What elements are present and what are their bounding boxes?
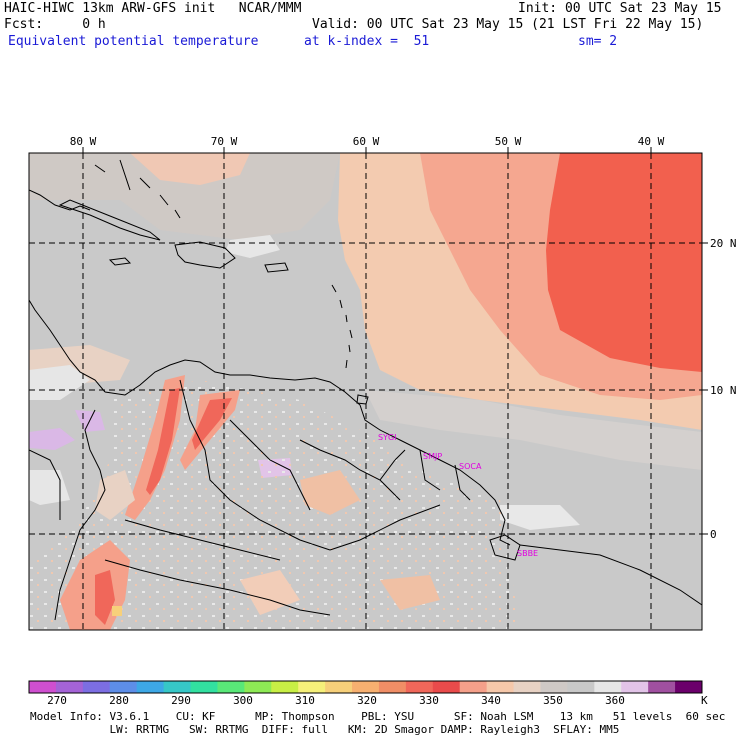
- colorbar-label-310: 310: [295, 694, 315, 707]
- colorbar-swatch: [82, 681, 111, 693]
- colorbar-swatch: [378, 681, 407, 693]
- map-frame: [28, 152, 703, 631]
- colorbar-swatch: [621, 681, 649, 693]
- colorbar-swatch: [55, 681, 84, 693]
- colorbar-swatch: [29, 681, 57, 693]
- colorbar-swatch: [109, 681, 138, 693]
- colorbar-swatch: [244, 681, 272, 693]
- lon-label-60w: 60 W: [353, 135, 380, 148]
- axis-ticks: [82, 147, 708, 535]
- field-name: Equivalent potential temperature: [8, 34, 259, 49]
- forecast-hour: Fcst: 0 h: [4, 17, 106, 32]
- valid-time: Valid: 00 UTC Sat 23 May 15 (21 LST Fri …: [312, 17, 704, 32]
- k-index: at k-index = 51: [304, 34, 430, 49]
- station-soca: SOCA: [459, 462, 482, 471]
- lon-label-80w: 80 W: [70, 135, 97, 148]
- colorbar-swatch: [459, 681, 488, 693]
- colorbar-swatch: [648, 681, 676, 693]
- colorbar-swatch: [432, 681, 461, 693]
- colorbar-label-280: 280: [109, 694, 129, 707]
- colorbar-swatch: [567, 681, 595, 693]
- lon-label-50w: 50 W: [495, 135, 522, 148]
- lat-lon-grid: [29, 153, 702, 630]
- colorbar-swatch: [594, 681, 622, 693]
- theta-e-field: [29, 153, 702, 630]
- lat-label-0: 0: [710, 528, 717, 541]
- colorbar-swatch: [405, 681, 434, 693]
- colorbar-label-350: 350: [543, 694, 563, 707]
- colorbar-swatch: [513, 681, 541, 693]
- model-info-line2: LW: RRTMG SW: RRTMG DIFF: full KM: 2D Sm…: [30, 723, 620, 736]
- colorbar-label-360: 360: [605, 694, 625, 707]
- colorbar-label-330: 330: [419, 694, 439, 707]
- coastlines: [29, 159, 702, 621]
- colorbar-swatch: [163, 681, 192, 693]
- colorbar-swatch: [540, 681, 568, 693]
- colorbar-swatch: [136, 681, 165, 693]
- lon-label-40w: 40 W: [638, 135, 665, 148]
- colorbar-swatch: [271, 681, 299, 693]
- colorbar-swatch: [298, 681, 326, 693]
- colorbar-swatch: [190, 681, 218, 693]
- lat-label-20n: 20 N: [710, 237, 737, 250]
- station-smjp: SMJP: [423, 452, 442, 461]
- model-title: HAIC-HIWC 13km ARW-GFS init NCAR/MMM: [4, 1, 302, 16]
- colorbar: [28, 680, 703, 694]
- colorbar-swatch: [325, 681, 353, 693]
- colorbar-swatch: [486, 681, 515, 693]
- colorbar-swatch: [675, 681, 703, 693]
- lon-label-70w: 70 W: [211, 135, 238, 148]
- station-sygi: SYGI: [378, 433, 397, 442]
- colorbar-frame: [28, 680, 703, 694]
- colorbar-label-290: 290: [171, 694, 191, 707]
- model-info-line1: Model Info: V3.6.1 CU: KF MP: Thompson P…: [30, 710, 726, 723]
- colorbar-label-340: 340: [481, 694, 501, 707]
- smoothing: sm= 2: [578, 34, 618, 49]
- station-sbbe: SBBE: [517, 549, 538, 558]
- init-time: Init: 00 UTC Sat 23 May 15: [518, 1, 722, 16]
- colorbar-unit: K: [701, 694, 708, 707]
- colorbar-label-320: 320: [357, 694, 377, 707]
- colorbar-label-270: 270: [47, 694, 67, 707]
- colorbar-swatch: [217, 681, 245, 693]
- lat-label-10n: 10 N: [710, 384, 737, 397]
- colorbar-swatch: [352, 681, 380, 693]
- colorbar-label-300: 300: [233, 694, 253, 707]
